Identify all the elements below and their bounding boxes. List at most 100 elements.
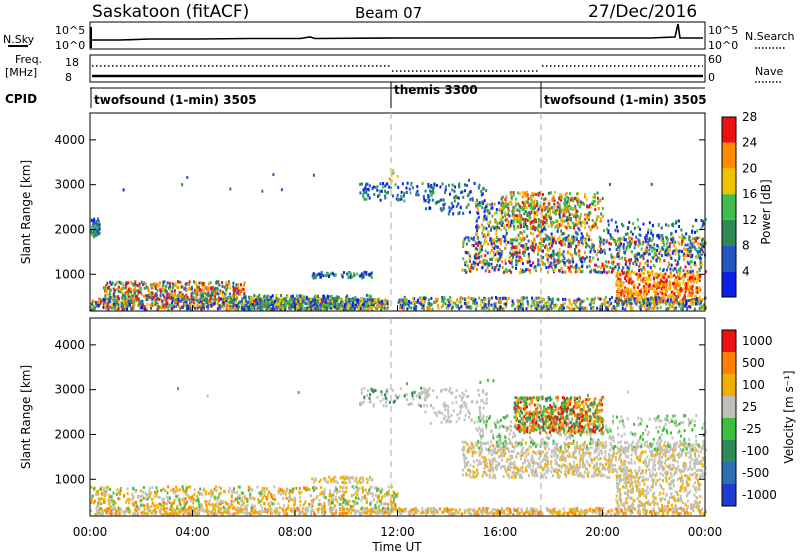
power-cell [229,304,232,308]
power-cell [192,297,195,301]
power-cell [618,255,621,259]
power-cell [497,259,500,263]
power-cell [638,268,641,272]
power-cell [655,302,658,306]
power-cell [97,217,100,221]
nave-tick-bottom: 0 [708,71,715,84]
power-cell [597,296,600,300]
power-cell [165,289,168,293]
power-cell [500,221,503,225]
power-cell [381,185,384,189]
power-cell [487,211,490,215]
power-cell [622,243,625,247]
power-cell [644,236,647,240]
power-cell [290,295,293,299]
power-cell [551,237,554,241]
power-cell [530,220,533,224]
power-cell [566,250,569,254]
power-cell [496,225,499,229]
power-cell [624,274,627,278]
power-cell [590,259,593,263]
power-cell [650,245,653,249]
power-cell [628,264,631,268]
power-cell [540,224,543,228]
power-cell [589,250,592,254]
power-cell [186,175,189,179]
power-cell [452,205,455,209]
power-cell [427,185,430,189]
power-cell [605,271,608,275]
power-cell [640,268,643,272]
power-cell [405,190,408,194]
power-cell [251,307,254,311]
power-cell [277,298,280,302]
power-cell [349,303,352,307]
power-cell [617,294,620,298]
power-cell [550,254,553,258]
power-cell [694,277,697,281]
power-colorbar-swatch [722,142,736,169]
power-cell [440,209,443,213]
power-cell [699,247,702,251]
power-cell [558,215,561,219]
power-cell [221,293,224,297]
power-cell [661,291,664,295]
power-cell [552,249,555,253]
power-cell [474,246,477,250]
power-cell [651,270,654,274]
power-cell [468,253,471,257]
power-cell [526,260,529,264]
power-cell [161,285,164,289]
power-cell [533,200,536,204]
power-cell [132,306,135,310]
power-cell [103,286,106,290]
power-cell [656,256,659,260]
power-cell [441,295,444,299]
power-cell [595,253,598,257]
power-cell [553,269,556,273]
power-cell [575,214,578,218]
power-cell [545,237,548,241]
power-cell [420,299,423,303]
power-cell [609,242,612,246]
power-cell [467,296,470,300]
power-cell [390,186,393,190]
power-cell [215,291,218,295]
velocity-cell [259,512,262,516]
power-cell [690,286,693,290]
freq-tick-top: 18 [65,56,79,69]
power-cell [526,211,529,215]
power-cell [560,219,563,223]
power-cell [537,229,540,233]
power-cell [490,226,493,230]
power-cell [673,286,676,290]
power-cell [487,209,490,213]
power-cell [165,300,168,304]
power-cell [366,299,369,303]
power-cell [341,275,344,279]
velocity-cell [311,508,314,512]
power-cell [497,201,500,205]
power-cell [563,257,566,261]
power-cell [380,299,383,303]
power-cell [700,257,703,261]
power-cell [162,280,165,284]
power-cell [659,306,662,310]
power-cell [696,229,699,233]
power-cell [221,284,224,288]
power-cell [156,289,159,293]
power-cell [176,302,179,306]
power-cell [564,297,567,301]
power-cell [467,203,470,207]
power-cell [209,281,212,285]
power-cell [615,240,618,244]
power-cell [411,186,414,190]
power-cell [235,283,238,287]
power-cell [628,299,631,303]
power-cell [405,298,408,302]
power-cell [322,274,325,278]
power-cell [571,307,574,311]
power-cell [511,299,514,303]
power-cell [698,269,701,273]
power-cell [108,305,111,309]
